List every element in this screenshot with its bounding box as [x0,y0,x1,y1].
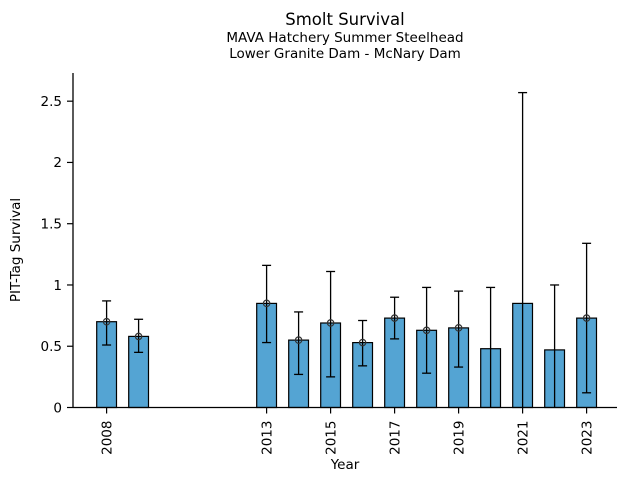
point-marker-2019 [454,324,463,332]
point-marker-2017 [390,314,399,322]
y-tick-label-1: 1 [53,278,62,294]
x-tick-label-2013: 2013 [259,421,275,455]
y-tick-label-2.5: 2.5 [41,94,62,110]
chart-subtitle-line1: MAVA Hatchery Summer Steelhead [226,30,464,46]
point-marker-2016 [358,338,367,347]
y-tick-label-1.5: 1.5 [41,217,62,233]
y-axis-label: PIT-Tag Survival [8,198,24,302]
y-tick-label-0: 0 [53,400,62,416]
x-tick-label-2019: 2019 [451,421,467,455]
point-marker-2023 [582,314,591,322]
point-marker-2008 [102,317,111,326]
point-marker-2014 [294,336,303,344]
y-tick-label-2: 2 [53,155,62,171]
chart-subtitle-line2: Lower Granite Dam - McNary Dam [229,46,461,62]
chart-title: Smolt Survival [285,10,405,29]
x-tick-label-2021: 2021 [515,421,531,455]
x-axis-label: Year [330,457,360,473]
point-marker-2015 [326,319,335,327]
point-marker-2013 [262,299,271,308]
x-tick-label-2017: 2017 [387,421,403,455]
x-tick-label-2008: 2008 [99,421,115,455]
point-marker-2009 [134,332,143,341]
point-marker-2018 [422,326,431,335]
x-tick-label-2015: 2015 [323,421,339,455]
x-tick-label-2023: 2023 [579,421,595,455]
y-tick-label-0.5: 0.5 [41,339,62,355]
